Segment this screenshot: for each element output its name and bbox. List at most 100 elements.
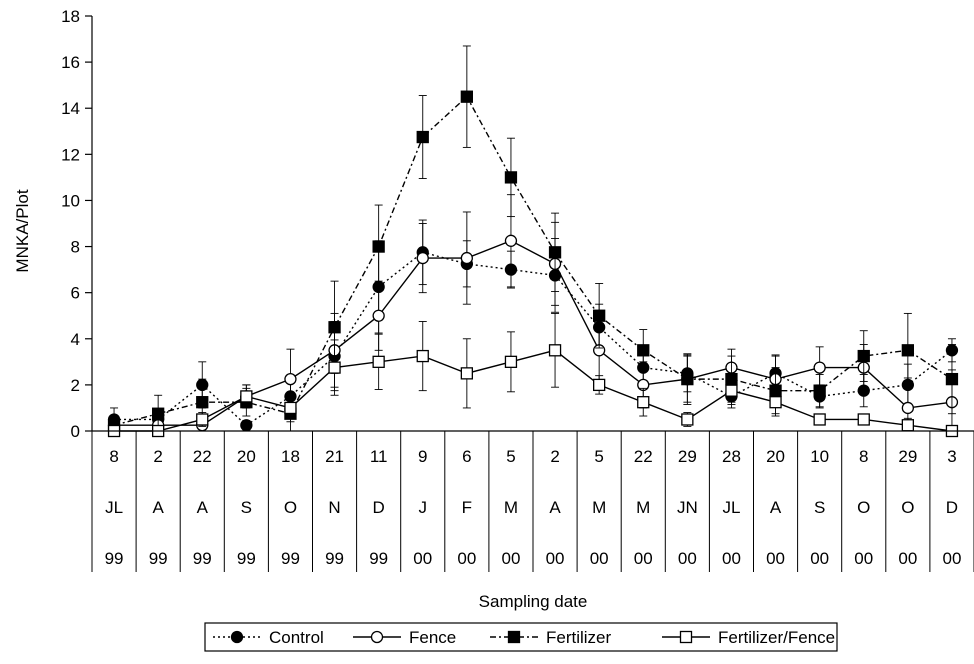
date-year-label: 99 [369, 549, 388, 568]
date-day-label: 5 [506, 447, 515, 466]
date-month-label: JN [677, 498, 698, 517]
date-day-label: 9 [418, 447, 427, 466]
data-point [328, 361, 341, 374]
data-point [196, 396, 209, 409]
y-tick-label: 0 [71, 422, 80, 441]
data-point [504, 355, 518, 368]
data-point [416, 349, 429, 363]
date-year-label: 00 [590, 549, 609, 568]
data-point [416, 130, 429, 144]
date-month-label: A [152, 498, 164, 517]
date-year-label: 00 [634, 549, 653, 568]
series-fertilizer-fence [107, 312, 959, 438]
date-day-label: 5 [594, 447, 603, 466]
data-point [901, 419, 914, 432]
data-point [637, 396, 650, 409]
y-tick-label: 16 [61, 53, 80, 72]
date-day-label: 2 [153, 447, 162, 466]
legend-marker [679, 630, 693, 644]
date-year-label: 00 [810, 549, 829, 568]
y-axis-label: MNKA/Plot [13, 189, 32, 272]
date-day-label: 22 [634, 447, 653, 466]
data-point [681, 413, 694, 426]
data-point [196, 413, 209, 426]
data-point [681, 372, 694, 386]
data-point [548, 344, 562, 357]
data-point [151, 407, 165, 420]
legend-marker [230, 630, 244, 644]
date-year-label: 00 [766, 549, 785, 568]
data-point [637, 344, 650, 357]
data-point [813, 361, 826, 374]
legend-label: Fertilizer [546, 628, 612, 647]
data-point [813, 384, 826, 397]
date-year-label: 00 [457, 549, 476, 568]
date-month-label: D [946, 498, 958, 517]
date-month-label: A [770, 498, 782, 517]
series-line [113, 95, 953, 426]
data-point [857, 413, 870, 426]
legend: Control Fence Fertilizer Fertilizer/Fence [204, 622, 838, 652]
date-year-label: 00 [942, 549, 961, 568]
y-tick-label: 18 [61, 7, 80, 26]
date-year-label: 00 [898, 549, 917, 568]
series-line [114, 240, 953, 426]
date-year-label: 00 [722, 549, 741, 568]
date-month-label: O [284, 498, 297, 517]
date-day-label: 8 [859, 447, 868, 466]
data-point [372, 355, 385, 368]
date-month-label: O [901, 498, 914, 517]
data-point [813, 413, 826, 426]
data-point [460, 367, 474, 380]
y-tick-label: 8 [71, 238, 80, 257]
date-year-label: 00 [546, 549, 565, 568]
data-point [593, 378, 606, 392]
date-year-label: 00 [501, 549, 520, 568]
date-year-label: 99 [193, 549, 212, 568]
series-fertilizer [107, 45, 959, 432]
date-day-label: 20 [766, 447, 785, 466]
data-point [240, 419, 253, 432]
data-point [416, 251, 429, 265]
data-point [504, 171, 518, 184]
date-month-label: M [636, 498, 650, 517]
date-year-label: 99 [149, 549, 168, 568]
date-day-label: 28 [722, 447, 741, 466]
legend-marker [370, 630, 384, 644]
legend-label: Fertilizer/Fence [718, 628, 835, 647]
data-point [372, 309, 385, 322]
x-axis-label: Sampling date [479, 592, 588, 611]
data-point [284, 372, 297, 386]
date-month-label: JL [722, 498, 740, 517]
y-tick-label: 10 [61, 191, 80, 210]
data-point [504, 234, 518, 247]
data-point [372, 240, 385, 253]
y-tick-label: 2 [71, 376, 80, 395]
data-point [240, 390, 253, 403]
date-day-label: 29 [678, 447, 697, 466]
date-day-label: 2 [550, 447, 559, 466]
date-day-label: 21 [325, 447, 344, 466]
date-month-label: D [373, 498, 385, 517]
date-month-label: M [504, 498, 518, 517]
data-point [593, 309, 606, 322]
date-day-label: 6 [462, 447, 471, 466]
date-day-label: 10 [810, 447, 829, 466]
date-day-label: 8 [109, 447, 118, 466]
data-point [945, 372, 959, 386]
date-month-label: S [814, 498, 825, 517]
date-month-label: JL [105, 498, 123, 517]
date-year-label: 99 [105, 549, 124, 568]
date-year-label: 99 [281, 549, 300, 568]
date-day-label: 18 [281, 447, 300, 466]
data-point [284, 401, 297, 415]
date-year-label: 00 [678, 549, 697, 568]
date-month-label: N [328, 498, 340, 517]
y-tick-label: 12 [61, 145, 80, 164]
date-year-label: 00 [854, 549, 873, 568]
date-day-label: 29 [898, 447, 917, 466]
data-point [548, 246, 562, 259]
date-month-label: O [857, 498, 870, 517]
y-tick-label: 14 [61, 99, 80, 118]
